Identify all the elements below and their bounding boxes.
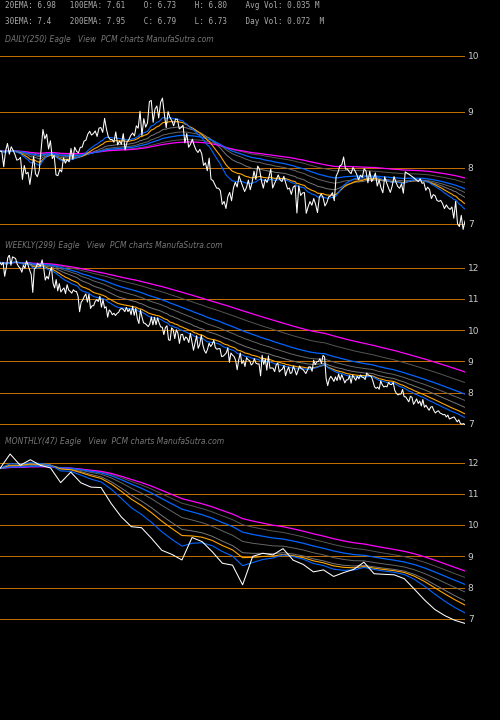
Text: MONTHLY(47) Eagle   View  PCM charts ManufaSutra.com: MONTHLY(47) Eagle View PCM charts Manufa… bbox=[5, 436, 224, 446]
Text: 20EMA: 6.98   100EMA: 7.61    O: 6.73    H: 6.80    Avg Vol: 0.035 M: 20EMA: 6.98 100EMA: 7.61 O: 6.73 H: 6.80… bbox=[5, 1, 320, 11]
Text: DAILY(250) Eagle   View  PCM charts ManufaSutra.com: DAILY(250) Eagle View PCM charts ManufaS… bbox=[5, 35, 214, 45]
Text: 30EMA: 7.4    200EMA: 7.95    C: 6.79    L: 6.73    Day Vol: 0.072  M: 30EMA: 7.4 200EMA: 7.95 C: 6.79 L: 6.73 … bbox=[5, 17, 324, 25]
Text: WEEKLY(299) Eagle   View  PCM charts ManufaSutra.com: WEEKLY(299) Eagle View PCM charts Manufa… bbox=[5, 241, 222, 251]
